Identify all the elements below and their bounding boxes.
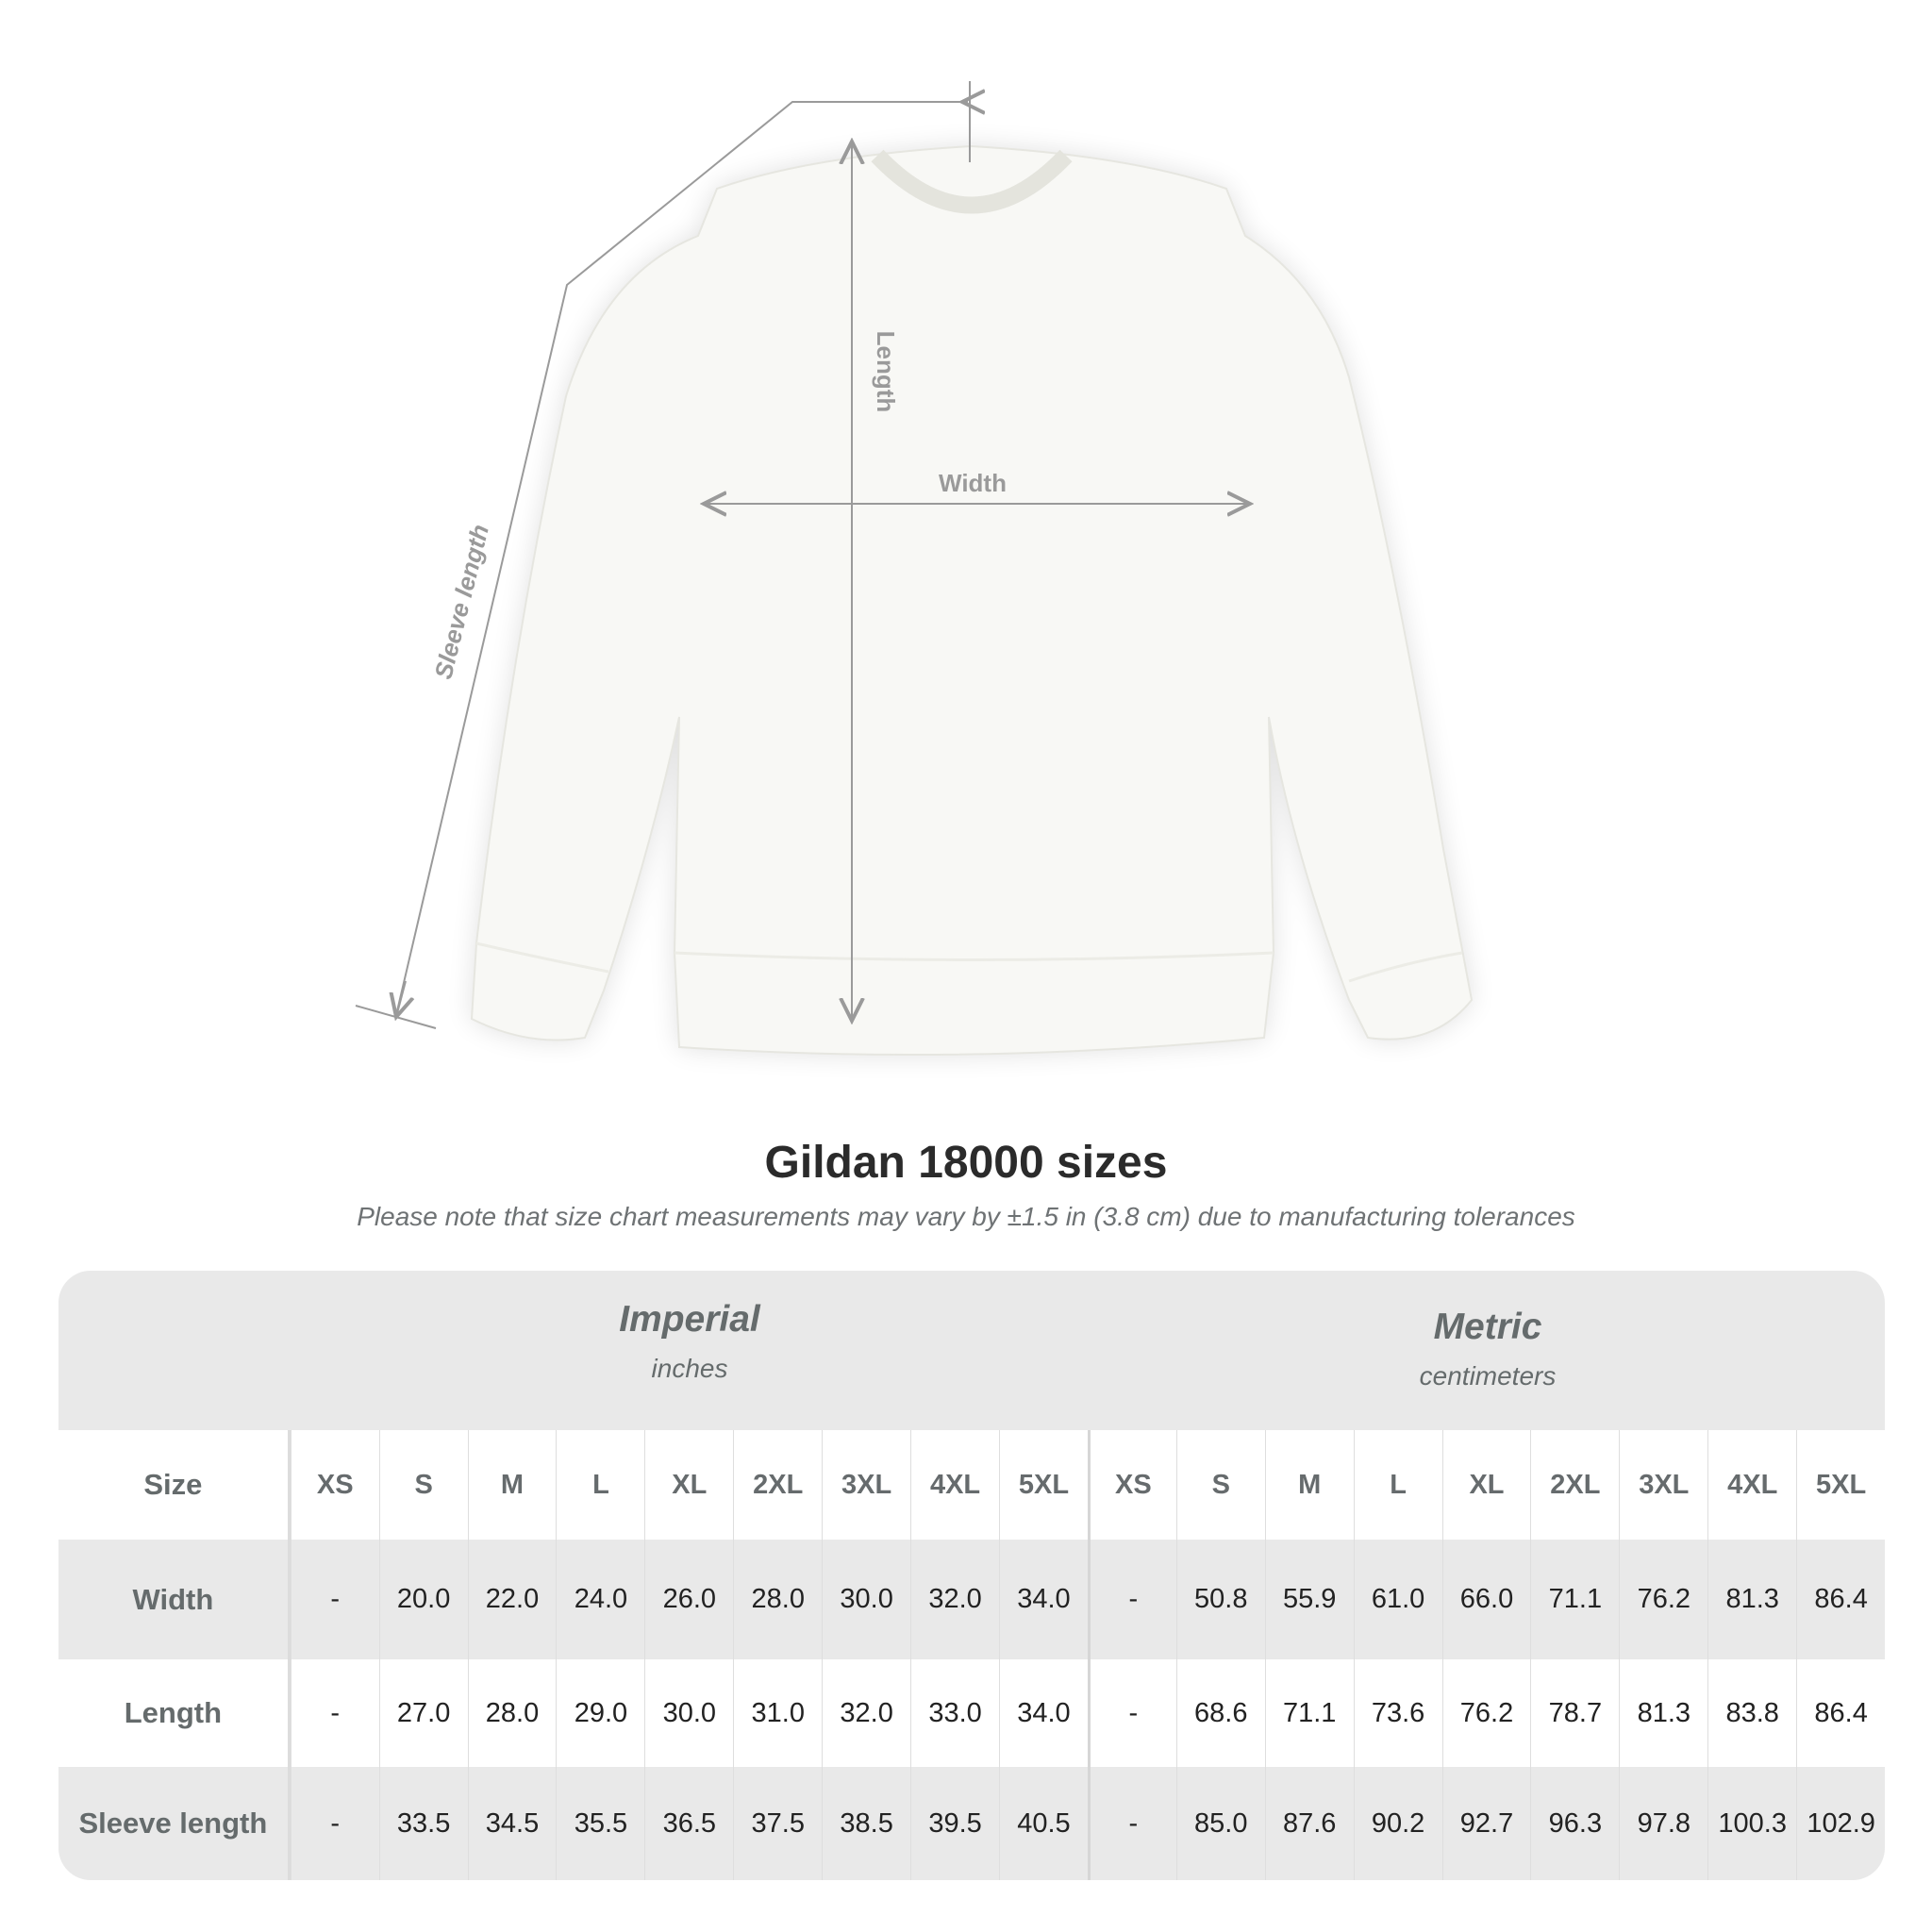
table-cell: 86.4 [1796, 1540, 1885, 1659]
size-header: S [378, 1430, 468, 1540]
table-cell: 31.0 [733, 1659, 822, 1767]
table-cell: 32.0 [910, 1540, 999, 1659]
table-cell: - [1087, 1659, 1176, 1767]
table-cell: 36.5 [644, 1767, 733, 1880]
table-cell: 34.5 [467, 1767, 557, 1880]
size-header: 5XL [1796, 1430, 1885, 1540]
table-cell: 24.0 [556, 1540, 644, 1659]
width-label: Width [939, 469, 1007, 497]
size-header: 3XL [822, 1430, 910, 1540]
size-header: M [467, 1430, 557, 1540]
table-cell: 33.5 [378, 1767, 468, 1880]
tolerance-note: Please note that size chart measurements… [357, 1202, 1575, 1231]
measurement-lines [355, 81, 1250, 1029]
table-cell: 83.8 [1707, 1659, 1796, 1767]
table-cell: 66.0 [1441, 1540, 1531, 1659]
length-label: Length [872, 331, 900, 413]
size-header: XL [1441, 1430, 1531, 1540]
size-header: M [1264, 1430, 1354, 1540]
table-cell: 96.3 [1530, 1767, 1619, 1880]
size-header: 2XL [733, 1430, 822, 1540]
table-cell: 22.0 [467, 1540, 557, 1659]
table-cell: 55.9 [1264, 1540, 1354, 1659]
size-header: XS [1087, 1430, 1176, 1540]
size-header: 5XL [999, 1430, 1088, 1540]
table-cell: 100.3 [1707, 1767, 1796, 1880]
table-cell: 71.1 [1264, 1659, 1354, 1767]
table-row: Width -20.0 22.0 24.0 26.0 28.0 30.0 32.0 34.0-5… [58, 1540, 1885, 1659]
table-cell: 81.3 [1707, 1540, 1796, 1659]
table-cell: 78.7 [1530, 1659, 1619, 1767]
table-cell: 73.6 [1353, 1659, 1442, 1767]
page-title: Gildan 18000 sizes [764, 1138, 1168, 1188]
table-cell: 97.8 [1619, 1767, 1707, 1880]
table-cell: 68.6 [1175, 1659, 1265, 1767]
table-cell: 28.0 [467, 1659, 557, 1767]
row-label: Width [58, 1540, 291, 1659]
table-cell: 102.9 [1796, 1767, 1885, 1880]
metric-unit: centimeters [1419, 1361, 1557, 1391]
table-cell: 28.0 [733, 1540, 822, 1659]
table-cell: 40.5 [999, 1767, 1088, 1880]
imperial-header: Imperial inches [291, 1299, 1089, 1384]
table-cell: 39.5 [910, 1767, 999, 1880]
table-cell: 76.2 [1619, 1540, 1707, 1659]
table-cell: 34.0 [999, 1659, 1088, 1767]
table-cell: 32.0 [822, 1659, 910, 1767]
size-header: 4XL [910, 1430, 999, 1540]
table-cell: 35.5 [556, 1767, 644, 1880]
table-cell: 71.1 [1530, 1540, 1619, 1659]
table-cell: 50.8 [1175, 1540, 1265, 1659]
table-cell: 92.7 [1441, 1767, 1531, 1880]
table-cell: 30.0 [822, 1540, 910, 1659]
table-cell: 37.5 [733, 1767, 822, 1880]
table-cell: 86.4 [1796, 1659, 1885, 1767]
table-row: Sleeve length -33.5 34.5 35.5 36.5 37.5 38.5 39… [58, 1767, 1885, 1880]
table-cell: 85.0 [1175, 1767, 1265, 1880]
table-cell: 34.0 [999, 1540, 1088, 1659]
size-header: XL [644, 1430, 733, 1540]
size-header: S [1175, 1430, 1265, 1540]
row-label: Length [58, 1659, 291, 1767]
table-cell: - [1087, 1540, 1176, 1659]
table-cell: - [290, 1540, 379, 1659]
table-row: Length -27.0 28.0 29.0 30.0 31.0 32.0 33.0 34.0-… [58, 1659, 1885, 1767]
row-label: Size [58, 1430, 291, 1540]
size-header: 4XL [1707, 1430, 1796, 1540]
size-header: 2XL [1530, 1430, 1619, 1540]
table-cell: 26.0 [644, 1540, 733, 1659]
size-header: L [1353, 1430, 1442, 1540]
table-cell: 38.5 [822, 1767, 910, 1880]
imperial-title: Imperial [619, 1299, 760, 1340]
table-cell: 87.6 [1264, 1767, 1354, 1880]
metric-header: Metric centimeters [1089, 1307, 1885, 1391]
table-cell: 20.0 [378, 1540, 468, 1659]
table-cell: 33.0 [910, 1659, 999, 1767]
table-cell: 81.3 [1619, 1659, 1707, 1767]
size-table: Imperial inches Metric centimeters Size X… [58, 1271, 1885, 1880]
sweatshirt-image [470, 144, 1474, 1056]
table-cell: 90.2 [1353, 1767, 1442, 1880]
size-header: XS [290, 1430, 379, 1540]
table-cell: - [290, 1767, 379, 1880]
table-cell: 29.0 [556, 1659, 644, 1767]
table-cell: 30.0 [644, 1659, 733, 1767]
table-cell: - [1087, 1767, 1176, 1880]
size-header-row: Size XS S M L XL 2XL 3XL 4XL 5XL XS S M L XL 2XL 3XL 4XL 5… [58, 1430, 1885, 1540]
sleeve-length-label: Sleeve length [428, 522, 494, 682]
table-cell: 76.2 [1441, 1659, 1531, 1767]
table-cell: 61.0 [1353, 1540, 1442, 1659]
imperial-unit: inches [651, 1354, 728, 1383]
unit-header-band [58, 1271, 1885, 1430]
metric-title: Metric [1433, 1307, 1542, 1347]
sweatshirt-diagram: Length Width Sleeve length [355, 81, 1474, 1056]
sleeve-length-line [395, 101, 968, 1016]
size-header: L [556, 1430, 644, 1540]
size-header: 3XL [1619, 1430, 1707, 1540]
table-cell: 27.0 [378, 1659, 468, 1767]
row-label: Sleeve length [58, 1767, 291, 1880]
table-cell: - [290, 1659, 379, 1767]
